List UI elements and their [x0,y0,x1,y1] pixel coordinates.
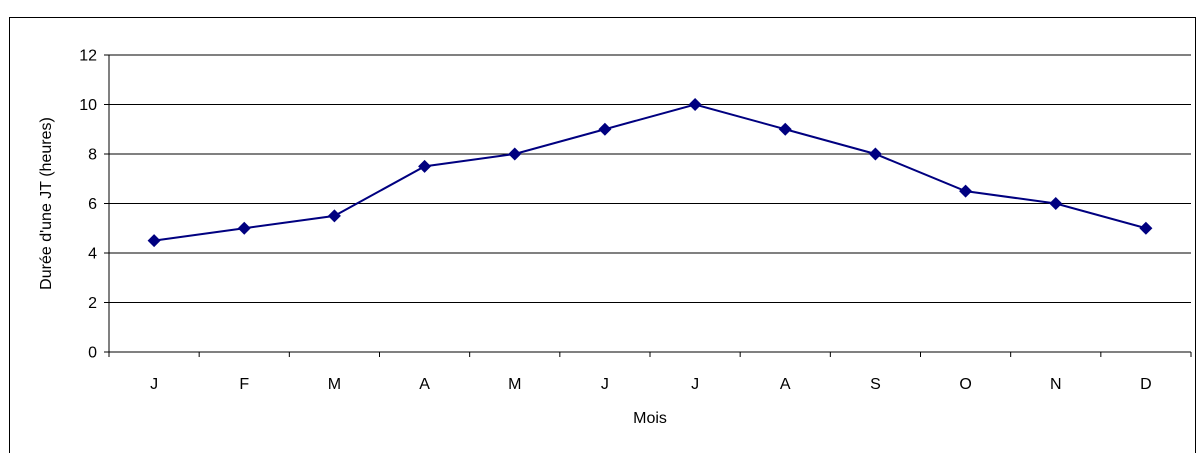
data-point-marker [598,122,612,136]
data-point-marker [1049,197,1063,210]
axes [104,54,1192,357]
y-tick-label: 12 [79,48,97,65]
grid-lines [109,54,1191,303]
data-point-marker [508,147,522,161]
data-point-marker [418,159,432,173]
x-tick-label: S [870,376,881,393]
x-tick-label: M [508,376,521,393]
x-tick-label: F [239,376,249,393]
y-tick-label: 8 [88,147,97,164]
series-line [153,103,1147,242]
data-point-marker [147,234,161,248]
y-axis-label: Durée d'une JT (heures) [38,117,55,290]
data-point-marker [327,209,341,223]
y-tick-label: 4 [88,246,97,263]
x-axis-label: Mois [633,410,667,427]
data-point-marker [778,122,792,136]
x-tick-label: J [601,376,609,393]
data-point-marker [868,147,882,161]
x-tick-label: A [780,376,791,393]
y-tick-label: 2 [88,295,97,312]
y-tick-label: 10 [79,97,97,114]
y-tick-labels: 0 2 4 6 8 10 12 [79,48,97,362]
x-tick-label: A [419,376,430,393]
series [147,98,1153,248]
data-point-marker [1139,221,1153,235]
x-tick-label: N [1050,376,1062,393]
x-tick-label: J [691,376,699,393]
data-point-marker [237,221,251,235]
data-point-marker [688,98,702,111]
x-tick-label: M [328,376,341,393]
x-tick-label: D [1140,376,1152,393]
data-point-marker [959,184,973,198]
x-tick-label: O [959,376,971,393]
y-tick-label: 0 [88,345,97,362]
x-tick-label: J [150,376,158,393]
y-tick-label: 6 [88,196,97,213]
chart-frame [9,17,1196,453]
